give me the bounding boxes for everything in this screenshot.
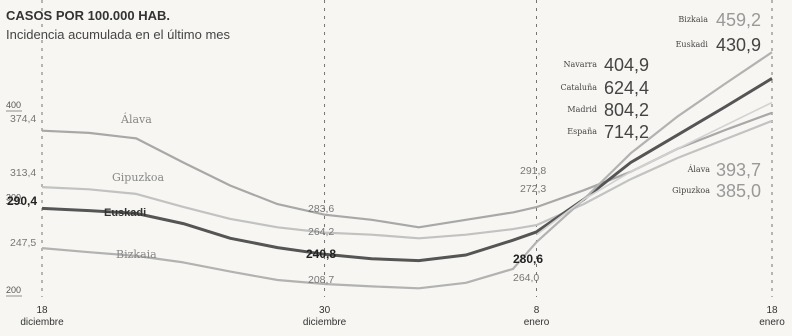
x-tick-month: diciembre	[303, 317, 347, 328]
legend-name: Cataluña	[560, 83, 597, 92]
legend-name: Navarra	[564, 60, 598, 69]
x-tick-day: 30	[319, 305, 331, 316]
data-label: 280,6	[513, 252, 543, 266]
y-tick-label: 200	[6, 285, 21, 295]
data-label: 240,8	[306, 247, 336, 261]
x-tick-month: enero	[524, 317, 550, 328]
data-label: 283,6	[308, 203, 334, 215]
data-label: 208,7	[308, 274, 334, 286]
x-tick-day: 18	[36, 305, 48, 316]
legend-value: 714,2	[604, 122, 649, 142]
series-line	[41, 51, 773, 290]
series-name-label: Gipuzkoa	[112, 171, 165, 184]
data-label: 264,2	[308, 226, 334, 238]
legend-value: 804,2	[604, 100, 649, 120]
legend-value: 624,4	[604, 78, 649, 98]
x-tick-day: 8	[534, 305, 540, 316]
chart-labels: Álava Gipuzkoa Euskadi Bizkaia 374,4 313,4 290…	[7, 112, 546, 286]
legend-name: España	[567, 127, 597, 136]
y-tick-label: 300	[6, 193, 21, 203]
series-name-label: Euskadi	[104, 207, 146, 219]
series-lines	[41, 51, 773, 290]
legend-value: 385,0	[716, 181, 761, 201]
x-tick-month: diciembre	[20, 317, 64, 328]
legend-value: 404,9	[604, 55, 649, 75]
legend-name: Bizkaia	[678, 15, 708, 24]
data-label: 313,4	[10, 167, 36, 179]
chart-title: CASOS POR 100.000 HAB.	[6, 8, 170, 23]
x-tick-month: enero	[759, 317, 785, 328]
legend-name: Álava	[687, 165, 711, 174]
legend-value: 459,2	[716, 10, 761, 30]
data-label: 247,5	[10, 237, 36, 249]
data-label: 272,3	[520, 183, 546, 195]
data-label: 264,0	[513, 272, 539, 284]
series-line	[536, 101, 773, 236]
x-tick-day: 18	[766, 305, 778, 316]
legend: Bizkaia 459,2 Euskadi 430,9 Navarra 404,9 Cata…	[560, 10, 761, 201]
legend-value: 393,7	[716, 160, 761, 180]
legend-name: Euskadi	[676, 40, 709, 49]
data-label: 290,4	[7, 194, 37, 208]
series-name-label: Bizkaia	[116, 248, 157, 261]
series-line	[41, 119, 773, 240]
data-label: 374,4	[10, 113, 36, 125]
legend-value: 430,9	[716, 35, 761, 55]
legend-name: Madrid	[567, 105, 597, 114]
series-line	[41, 77, 773, 263]
series-name-label: Álava	[120, 112, 152, 126]
data-label: 291,8	[520, 165, 546, 177]
chart-subtitle: Incidencia acumulada en el último mes	[6, 27, 231, 42]
legend-name: Gipuzkoa	[672, 186, 710, 195]
gridlines: 20030040018diciembre30diciembre8enero18e…	[6, 0, 785, 328]
y-tick-label: 400	[6, 100, 21, 110]
